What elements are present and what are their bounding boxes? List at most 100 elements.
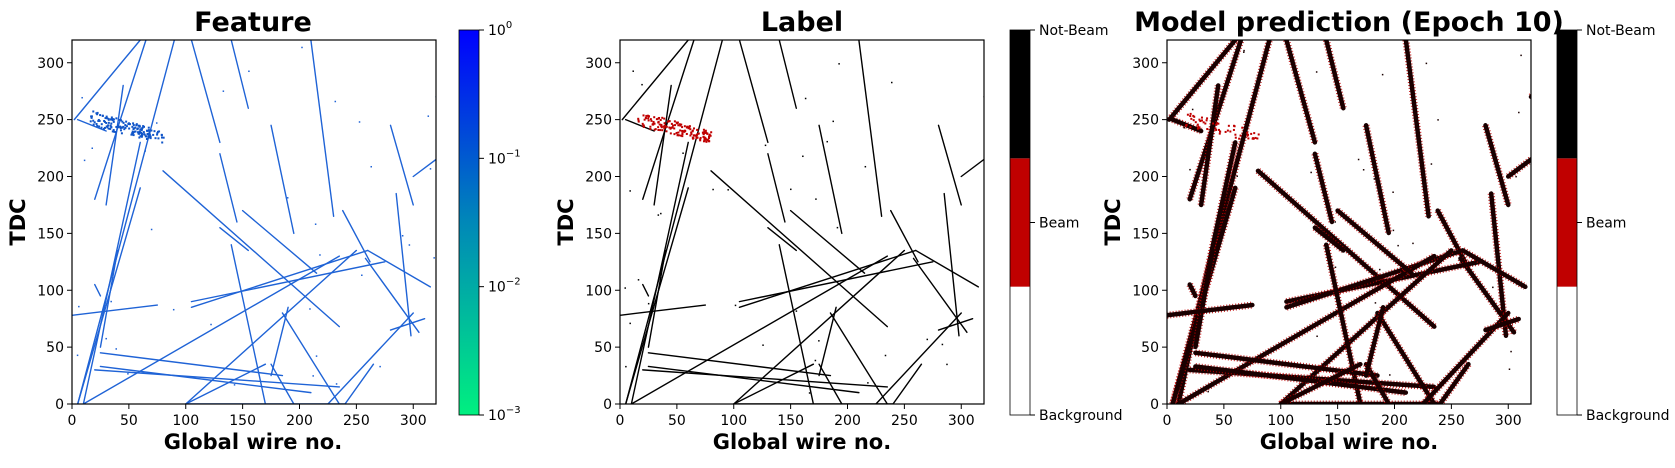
feature-track — [162, 170, 341, 328]
prediction-track — [1255, 168, 1437, 329]
prediction-beam-hit — [1189, 115, 1192, 118]
label-beam-hit — [705, 140, 708, 143]
label-colorbar-segment — [1010, 158, 1030, 287]
label-beam-hit — [695, 133, 698, 136]
feature-beam-hit — [114, 131, 117, 134]
prediction-beam-hit — [1239, 134, 1242, 137]
prediction-hit — [1508, 368, 1511, 370]
prediction-track — [1460, 248, 1528, 290]
prediction-beam-hit — [1189, 126, 1192, 129]
feature-track — [72, 304, 159, 316]
prediction-beam-hit — [1200, 116, 1203, 119]
label-hit — [926, 338, 929, 341]
prediction-beam-hit — [1189, 112, 1192, 115]
feature-hit — [286, 197, 289, 199]
feature-beam-hit — [140, 135, 143, 138]
prediction-beam-hit — [1246, 131, 1249, 134]
label-track — [915, 249, 980, 288]
prediction-hit — [1378, 268, 1381, 271]
prediction-beam-hit — [1247, 137, 1250, 140]
feature-beam-hit — [106, 117, 109, 120]
label-track — [890, 209, 919, 263]
label-y-tick-label: 300 — [585, 56, 612, 72]
prediction-beam-hit — [1194, 121, 1197, 124]
label-hit — [762, 344, 764, 346]
label-beam-hit — [696, 128, 699, 131]
feature-x-tick-label: 0 — [68, 413, 77, 429]
prediction-plot-frame — [1166, 39, 1532, 405]
label-beam-hit — [662, 125, 665, 128]
label-beam-hit — [702, 135, 705, 138]
feature-beam-hit — [107, 118, 110, 121]
label-track — [943, 192, 960, 337]
prediction-beam-hit — [1215, 128, 1218, 131]
label-beam-hit — [699, 138, 702, 141]
feature-beam-hit — [131, 125, 134, 128]
prediction-x-tick-label: 300 — [1495, 413, 1522, 429]
feature-beam-hit — [142, 125, 145, 128]
feature-beam-hit — [119, 129, 122, 132]
prediction-hit — [1430, 163, 1433, 165]
prediction-hit — [1510, 350, 1512, 353]
label-track — [892, 363, 923, 404]
feature-beam-hit — [107, 124, 110, 127]
prediction-x-tick-label: 250 — [1438, 413, 1465, 429]
feature-beam-hit — [137, 124, 140, 127]
prediction-track — [1363, 305, 1386, 378]
feature-beam-hit — [90, 116, 93, 119]
prediction-hit — [1207, 390, 1209, 393]
prediction-beam-hit — [1214, 127, 1217, 130]
prediction-colorbar-segment — [1557, 158, 1577, 287]
feature-beam-hit — [136, 128, 139, 131]
feature-beam-hit — [110, 122, 113, 125]
feature-beam-hit — [111, 119, 114, 122]
label-track — [647, 249, 667, 348]
feature-beam-hit — [109, 127, 112, 130]
feature-beam-hit — [103, 119, 106, 122]
label-y-axis-label: TDC — [554, 198, 578, 245]
feature-track — [99, 352, 284, 377]
feature-beam-hit — [162, 136, 165, 139]
feature-beam-hit — [104, 117, 107, 120]
prediction-beam-hit — [1205, 119, 1208, 122]
feature-track — [185, 363, 267, 404]
label-beam-hit — [690, 131, 693, 134]
label-beam-hit — [657, 128, 660, 131]
prediction-track — [1198, 83, 1221, 208]
feature-beam-hit — [125, 125, 128, 128]
feature-plot-area — [71, 39, 437, 405]
label-beam-hit — [669, 132, 672, 135]
feature-beam-hit — [103, 126, 106, 129]
prediction-track — [1284, 40, 1318, 145]
prediction-beam-hit — [1246, 134, 1249, 137]
prediction-hit — [1315, 71, 1318, 73]
feature-beam-hit — [100, 126, 103, 129]
label-beam-hit — [677, 134, 680, 137]
prediction-y-ticks: 0 50 100 150 200 250 300 — [1132, 56, 1167, 413]
feature-y-tick-label: 100 — [37, 283, 64, 299]
prediction-beam-hit — [1215, 122, 1218, 125]
prediction-beam-hit — [1252, 137, 1255, 140]
feature-hit — [314, 223, 317, 225]
label-beam-hit — [673, 127, 676, 130]
feature-beam-hit — [102, 127, 105, 130]
label-x-tick-label: 300 — [948, 413, 975, 429]
prediction-hit — [1374, 302, 1377, 304]
label-beam-hit — [683, 125, 686, 128]
prediction-hit — [1373, 178, 1376, 180]
label-colorbar-label-beam: Beam — [1039, 216, 1079, 232]
feature-x-tick-label: 100 — [172, 413, 199, 429]
label-beam-hit — [650, 119, 653, 122]
prediction-y-tick-label: 100 — [1132, 283, 1159, 299]
label-beam-hit — [681, 126, 684, 129]
feature-beam-hit — [138, 124, 141, 127]
prediction-beam-hit — [1202, 121, 1205, 124]
feature-hit — [248, 70, 250, 73]
feature-beam-hit — [140, 129, 143, 132]
prediction-track — [1167, 40, 1238, 122]
feature-y-tick-label: 50 — [46, 340, 64, 356]
label-beam-hit — [705, 138, 708, 141]
feature-beam-hit — [134, 130, 137, 133]
feature-hit — [319, 254, 321, 256]
feature-hit — [433, 257, 435, 259]
